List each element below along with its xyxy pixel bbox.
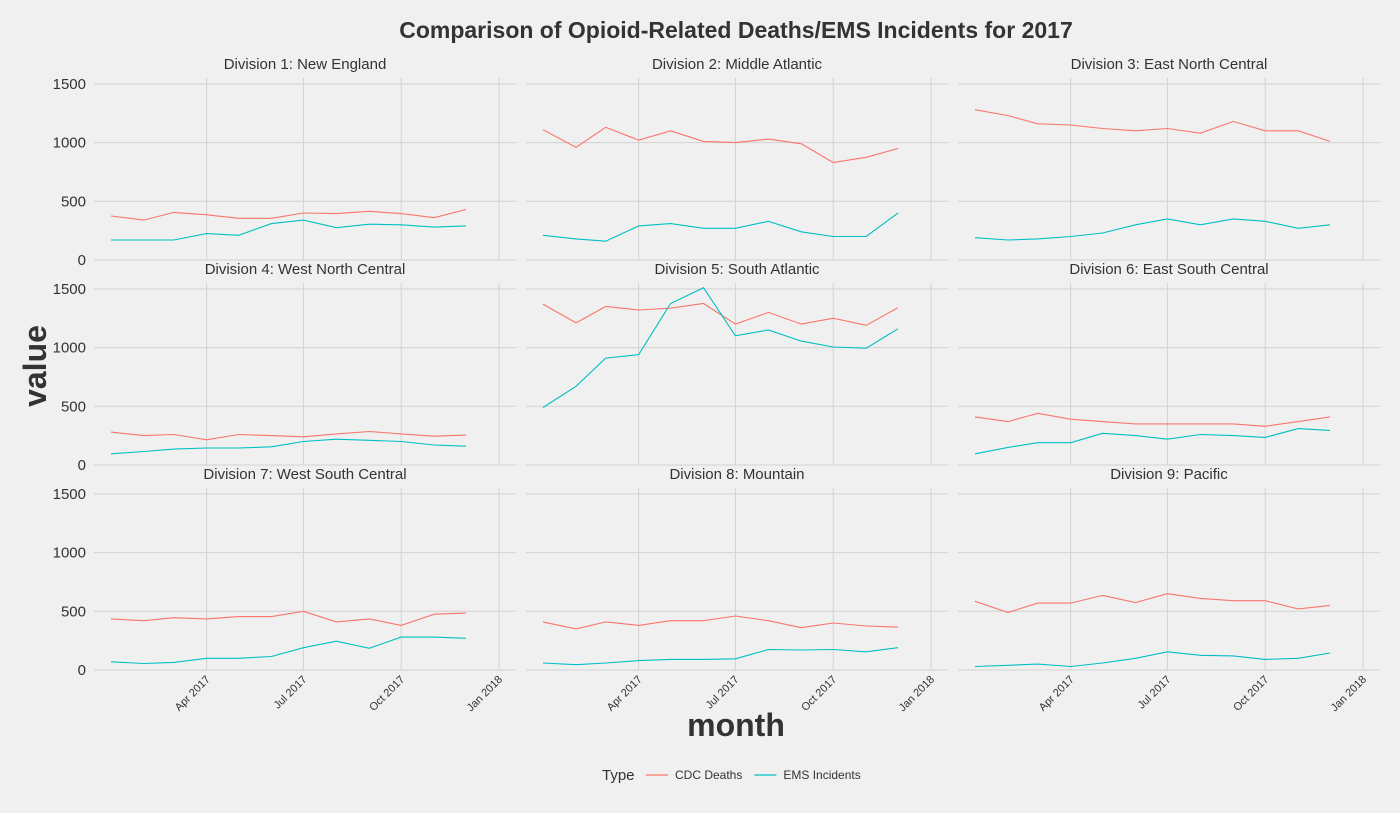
facet-strip-label: Division 5: South Atlantic — [654, 261, 820, 278]
series-line-cdc-deaths — [974, 109, 1331, 142]
chart-title: Comparison of Opioid-Related Deaths/EMS … — [399, 17, 1073, 43]
series-line-cdc-deaths — [974, 412, 1331, 427]
series-line-cdc-deaths — [542, 302, 899, 326]
facet-strip-label: Division 6: East South Central — [1069, 261, 1268, 278]
y-tick-label: 1000 — [53, 135, 86, 152]
facet-strip-label: Division 7: West South Central — [203, 466, 406, 483]
legend-label-ems-incidents: EMS Incidents — [783, 768, 860, 782]
y-tick-label: 1000 — [53, 340, 86, 357]
facet-panel: Division 4: West North Central 0 500 1000 15… — [53, 261, 516, 474]
y-tick-label: 1500 — [53, 486, 86, 503]
facet-strip-label: Division 2: Middle Atlantic — [652, 56, 823, 73]
series-line-cdc-deaths — [542, 126, 899, 164]
y-tick-label: 500 — [61, 193, 86, 210]
facet-strip-label: Division 4: West North Central — [205, 261, 406, 278]
series-line-ems-incidents — [110, 636, 467, 665]
facet-panel: Division 2: Middle Atlantic — [526, 56, 948, 261]
facet-panel: Division 3: East North Central — [958, 56, 1380, 261]
legend-label-cdc-deaths: CDC Deaths — [675, 768, 742, 782]
series-line-ems-incidents — [542, 212, 899, 242]
facet-panel: Division 6: East South Central — [958, 261, 1380, 466]
y-tick-label: 0 — [78, 252, 86, 269]
series-line-ems-incidents — [974, 428, 1331, 455]
series-line-ems-incidents — [974, 218, 1331, 241]
legend: Type CDC Deaths EMS Incidents — [602, 767, 861, 784]
series-line-ems-incidents — [111, 219, 467, 241]
facet-panel: Division 1: New England 0 500 1000 1500 — [53, 56, 516, 269]
legend-title: Type — [602, 767, 635, 784]
facet-strip-label: Division 9: Pacific — [1110, 466, 1228, 483]
series-line-cdc-deaths — [974, 593, 1331, 614]
facet-panel: Division 5: South Atlantic — [526, 261, 948, 466]
facet-strip-label: Division 8: Mountain — [669, 466, 804, 483]
y-tick-label: 500 — [61, 603, 86, 620]
facet-strip-label: Division 3: East North Central — [1071, 56, 1268, 73]
series-line-cdc-deaths — [542, 615, 899, 630]
series-line-cdc-deaths — [110, 610, 467, 626]
series-line-ems-incidents — [974, 651, 1331, 668]
y-tick-label: 1000 — [53, 545, 86, 562]
y-tick-label: 500 — [61, 398, 86, 415]
series-line-ems-incidents — [110, 438, 467, 455]
facet-strip-label: Division 1: New England — [224, 56, 387, 73]
y-axis-title: value — [17, 325, 53, 407]
y-tick-label: 1500 — [53, 281, 86, 298]
y-tick-label: 1500 — [53, 76, 86, 93]
x-axis-title: month — [687, 707, 785, 743]
y-tick-label: 0 — [78, 662, 86, 679]
y-tick-label: 0 — [78, 457, 86, 474]
series-line-ems-incidents — [542, 647, 899, 666]
series-line-ems-incidents — [542, 286, 899, 408]
series-line-cdc-deaths — [110, 430, 467, 441]
series-line-cdc-deaths — [110, 208, 467, 221]
